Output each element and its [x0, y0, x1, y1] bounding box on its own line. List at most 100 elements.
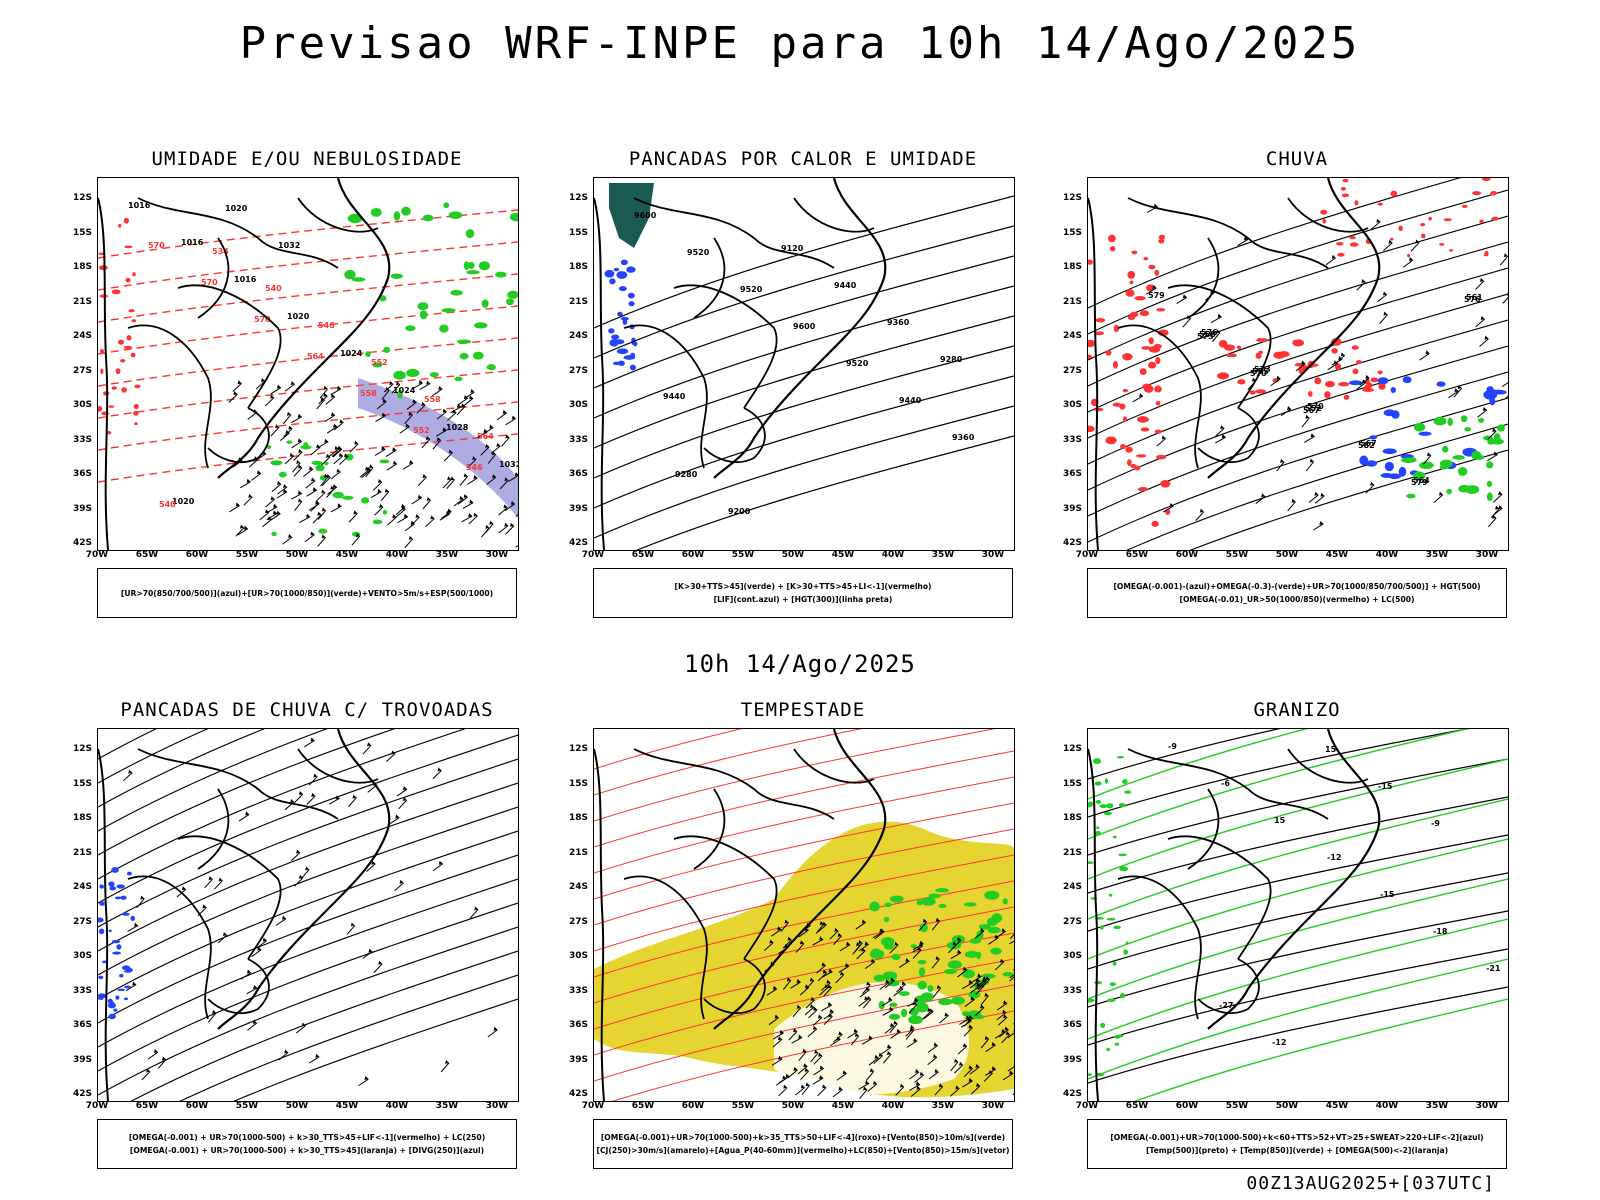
- streamline-arrow: [125, 981, 137, 992]
- lat-tick-label: 30S: [568, 951, 588, 961]
- wind-850-green-area: [910, 944, 917, 949]
- rain-blue-area: [1382, 448, 1397, 455]
- lat-tick-label: 36S: [72, 1020, 92, 1030]
- height-contour-label: 576: [1201, 328, 1218, 337]
- height-contour: [594, 225, 1014, 359]
- temp-850-cluster: [1116, 756, 1125, 759]
- wind-850-vector: [821, 968, 833, 978]
- wind-850-vector: [812, 936, 824, 946]
- humidity-green-area: [286, 440, 293, 444]
- humidity-green-area: [278, 471, 287, 478]
- streamline-arrow: [1487, 451, 1498, 462]
- divergence-blue-area: [99, 884, 104, 888]
- lat-tick-label: 24S: [568, 882, 588, 892]
- temp-contour-label: -21: [1486, 964, 1501, 973]
- rain-green-area: [1452, 455, 1465, 460]
- wind-850-vector: [873, 1052, 883, 1065]
- wind-vector: [270, 424, 280, 437]
- wind-850-vector: [823, 1008, 834, 1020]
- wind-850-green-area: [889, 895, 904, 903]
- pressure-label-cluster: [99, 265, 108, 271]
- temp-850-cluster: [1125, 941, 1129, 945]
- divergence-blue-area: [120, 895, 127, 900]
- rain-green-area: [1464, 485, 1480, 494]
- lat-tick-label: 39S: [72, 1054, 92, 1065]
- wind-850-vector: [1009, 976, 1014, 982]
- wind-850-vector: [808, 1006, 818, 1019]
- divergence-blue-area: [121, 912, 130, 916]
- lat-tick-label: 33S: [72, 985, 92, 996]
- lon-tick-label: 30W: [485, 1101, 509, 1111]
- wind-vector: [490, 442, 501, 454]
- lat-tick-label: 27S: [568, 365, 588, 376]
- height-contour-label: 9280: [675, 470, 698, 479]
- lif-contour-area: [626, 266, 636, 273]
- rain-red-area: [1143, 385, 1154, 393]
- temp-850-contour: [1088, 758, 1508, 880]
- rain-green-area: [1447, 417, 1453, 427]
- country-border: [1117, 324, 1202, 469]
- wind-850-vector: [881, 996, 893, 1007]
- lon-tick-label: 50W: [285, 1101, 309, 1111]
- wind-vector: [457, 395, 469, 406]
- wind-vector: [411, 494, 423, 505]
- panel-legend: [OMEGA(-0.001)-(azul)+OMEGA(-0.3)-(verde…: [1087, 568, 1507, 618]
- streamline-250: [98, 729, 209, 784]
- wind-850-vector: [949, 1085, 960, 1097]
- streamline-arrow: [1314, 492, 1325, 504]
- rain-blue-area: [1418, 431, 1432, 436]
- streamline-arrow: [1383, 239, 1393, 251]
- rain-red-area: [1158, 238, 1165, 244]
- wind-850-green-area: [935, 888, 950, 893]
- wind-850-vector: [821, 979, 831, 991]
- thickness-contour-label: 552: [371, 358, 388, 367]
- rain-red-area: [1148, 264, 1156, 270]
- wind-vector: [265, 496, 275, 508]
- height-500-contour: [1088, 215, 1508, 361]
- lon-tick-label: 50W: [1275, 1101, 1299, 1111]
- streamline-arrow: [214, 877, 223, 890]
- temp-850-contour: [1133, 998, 1508, 1101]
- rain-red-area: [1088, 339, 1096, 348]
- streamline-arrow: [204, 876, 214, 889]
- wind-vector: [324, 412, 336, 422]
- rain-red-area: [1143, 256, 1149, 261]
- lat-tick-label: 15S: [72, 778, 92, 789]
- streamline-arrow: [308, 773, 318, 786]
- lon-tick-label: 55W: [731, 1101, 755, 1111]
- lon-tick-label: 40W: [881, 550, 905, 560]
- lat-tick-label: 39S: [568, 1054, 588, 1065]
- wind-vector: [333, 419, 344, 431]
- rain-red-area: [1278, 351, 1290, 358]
- wind-850-vector: [780, 919, 789, 933]
- rain-red-area: [1490, 191, 1497, 196]
- thickness-contour-label: 570: [148, 241, 165, 250]
- lon-tick-label: 30W: [1475, 550, 1499, 560]
- height-contour-label: 582: [1358, 441, 1375, 450]
- wind-vector: [349, 440, 359, 453]
- lat-tick-label: 12S: [1062, 193, 1082, 203]
- streamline-arrow: [440, 1059, 450, 1073]
- streamline-250: [98, 806, 518, 976]
- temp-850-cluster: [1124, 790, 1132, 794]
- wind-vector: [399, 423, 410, 434]
- lat-tick-label: 33S: [72, 434, 92, 445]
- rain-red-area: [1255, 389, 1266, 394]
- wind-vector: [282, 411, 292, 425]
- divergence-blue-area: [119, 973, 124, 978]
- wind-850-vector: [905, 1027, 915, 1040]
- rain-green-area: [1418, 461, 1434, 470]
- country-border: [177, 835, 282, 960]
- rain-red-area: [1390, 190, 1398, 197]
- temp-500-contour: [1088, 729, 1470, 818]
- wind-vector: [332, 446, 343, 458]
- rain-red-area: [1154, 385, 1162, 393]
- humidity-green-area: [507, 290, 518, 299]
- rain-red-area: [1439, 242, 1445, 246]
- streamline-arrow: [304, 737, 315, 748]
- legend-line: [K>30+TTS>45](verde) + [K>30+TTS>45+LI<-…: [674, 582, 932, 591]
- country-border: [703, 958, 766, 1014]
- wind-850-vector: [859, 986, 870, 998]
- wind-850-vector: [927, 1042, 938, 1053]
- lon-tick-label: 45W: [335, 550, 359, 560]
